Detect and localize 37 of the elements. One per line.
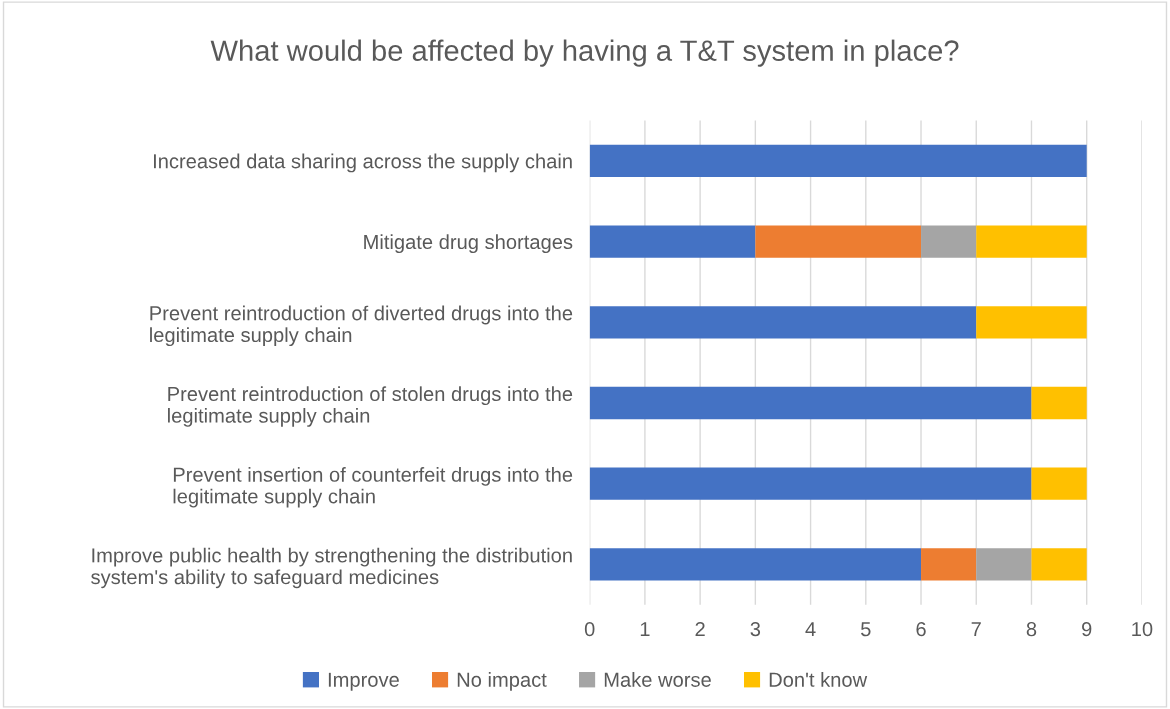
- bar: [976, 225, 1087, 258]
- y-tick-label: Prevent insertion of counterfeit drugs into the legitimate supply chain: [173, 467, 573, 508]
- bar: [589, 386, 1032, 420]
- x-tick-label: 6: [916, 621, 926, 637]
- x-tick-label: 7: [971, 622, 981, 637]
- bar: [1031, 548, 1087, 581]
- y-tick-label: Improve public health by strengthening the distribution system's ability to safeguard medicines: [91, 547, 572, 589]
- chart-title: What would be affected by having a T&T system in place?: [210, 39, 959, 67]
- x-tick-label: 4: [805, 622, 816, 637]
- x-tick-label: 9: [1082, 621, 1092, 637]
- bar: [589, 467, 1032, 500]
- y-tick-label: Mitigate drug shortages: [364, 234, 573, 254]
- x-tick-label: 8: [1026, 621, 1037, 637]
- legend-label: No impact: [457, 672, 547, 691]
- bar: [921, 548, 977, 581]
- bar: [589, 548, 922, 581]
- x-tick-label: 1: [640, 622, 650, 637]
- x-tick-label: 0: [584, 621, 595, 637]
- legend-label: Don't know: [769, 672, 868, 687]
- y-tick-label: Increased data sharing across the supply chain: [153, 153, 572, 173]
- bar: [755, 225, 922, 258]
- bar: [976, 306, 1087, 339]
- y-tick-label: Prevent reintroduction of diverted drugs into the legitimate supply chain: [150, 305, 573, 347]
- x-tick-label: 5: [861, 622, 871, 637]
- x-tick-label: 2: [695, 621, 705, 637]
- bar: [1031, 386, 1087, 420]
- bar: [976, 548, 1032, 581]
- x-tick-label: 3: [750, 621, 761, 637]
- legend-label: Make worse: [604, 672, 711, 687]
- bar: [921, 225, 977, 258]
- bar: [589, 306, 977, 339]
- bar: [589, 144, 1087, 178]
- bar: [589, 225, 756, 258]
- legend-label: Improve: [328, 672, 399, 691]
- x-tick-label: 10: [1132, 621, 1153, 637]
- bar: [1031, 467, 1087, 500]
- y-tick-label: Prevent reintroduction of stolen drugs into the legitimate supply chain: [168, 386, 573, 427]
